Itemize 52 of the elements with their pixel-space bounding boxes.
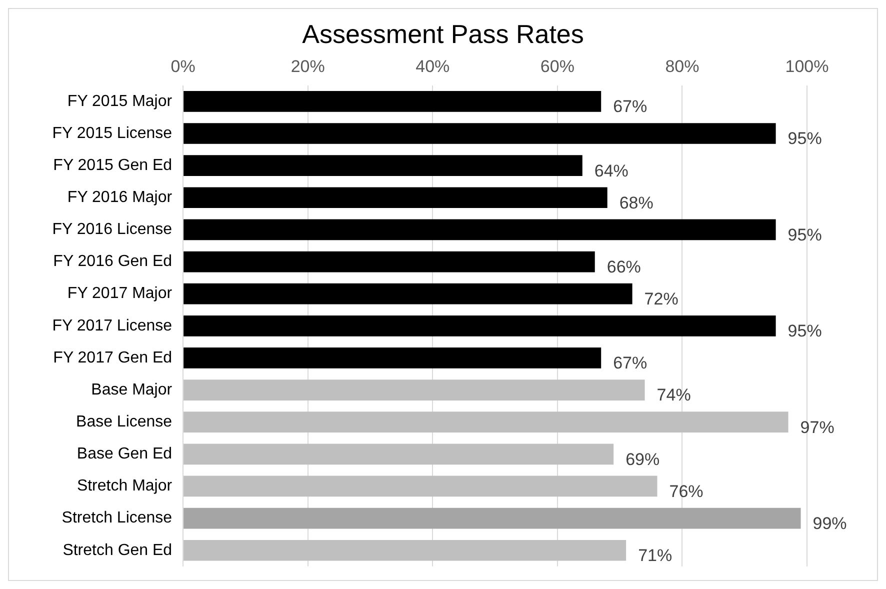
y-tick-label: FY 2017 Major — [67, 285, 173, 302]
x-tick-label: 40% — [416, 56, 450, 76]
x-tick-label: 100% — [785, 56, 829, 76]
data-label: 97% — [800, 418, 834, 437]
bar — [184, 508, 801, 529]
y-tick-label: Base Gen Ed — [76, 446, 172, 463]
y-tick-label: FY 2015 License — [52, 124, 172, 142]
bar — [184, 444, 614, 465]
y-tick-label: FY 2016 License — [52, 221, 172, 238]
y-tick-label: Stretch Major — [76, 478, 173, 495]
y-tick-label: Base License — [76, 414, 172, 431]
y-tick-label: FY 2017 License — [52, 317, 172, 334]
bar — [184, 283, 632, 304]
data-label: 72% — [644, 290, 678, 309]
bar — [184, 155, 582, 176]
y-tick-label: Base Major — [91, 381, 173, 398]
bar — [184, 380, 645, 400]
data-label: 67% — [613, 97, 648, 116]
chart-title: Assessment Pass Rates — [301, 19, 585, 50]
data-label: 95% — [788, 322, 822, 341]
data-label: 76% — [669, 482, 704, 501]
data-label: 95% — [788, 225, 822, 244]
data-label: 99% — [812, 514, 847, 533]
data-label: 66% — [606, 257, 641, 276]
bar — [184, 91, 602, 112]
bar — [184, 315, 776, 336]
bar — [184, 187, 608, 208]
y-tick-label: Stretch Gen Ed — [62, 542, 172, 559]
bar — [184, 540, 626, 561]
bar — [184, 476, 658, 497]
x-tick-label: 80% — [665, 56, 700, 76]
data-label: 71% — [638, 546, 672, 566]
x-tick-label: 60% — [540, 56, 574, 76]
data-label: 67% — [613, 354, 648, 373]
x-tick-label: 0% — [170, 56, 196, 76]
bar — [184, 123, 776, 144]
data-label: 95% — [788, 129, 822, 148]
data-label: 64% — [594, 161, 628, 180]
x-tick-label: 20% — [290, 56, 325, 76]
bar — [184, 219, 776, 240]
data-label: 69% — [626, 450, 660, 469]
bar — [184, 412, 788, 433]
data-label: 74% — [656, 386, 691, 405]
y-tick-label: FY 2016 Gen Ed — [53, 253, 172, 270]
data-label: 68% — [619, 193, 654, 212]
y-tick-label: Stretch License — [62, 510, 172, 527]
y-tick-label: FY 2015 Major — [67, 92, 173, 110]
bar — [184, 251, 595, 272]
y-tick-label: FY 2016 Major — [67, 189, 173, 206]
y-tick-label: FY 2015 Gen Ed — [53, 156, 172, 174]
bar — [184, 348, 602, 368]
y-tick-label: FY 2017 Gen Ed — [53, 349, 172, 366]
